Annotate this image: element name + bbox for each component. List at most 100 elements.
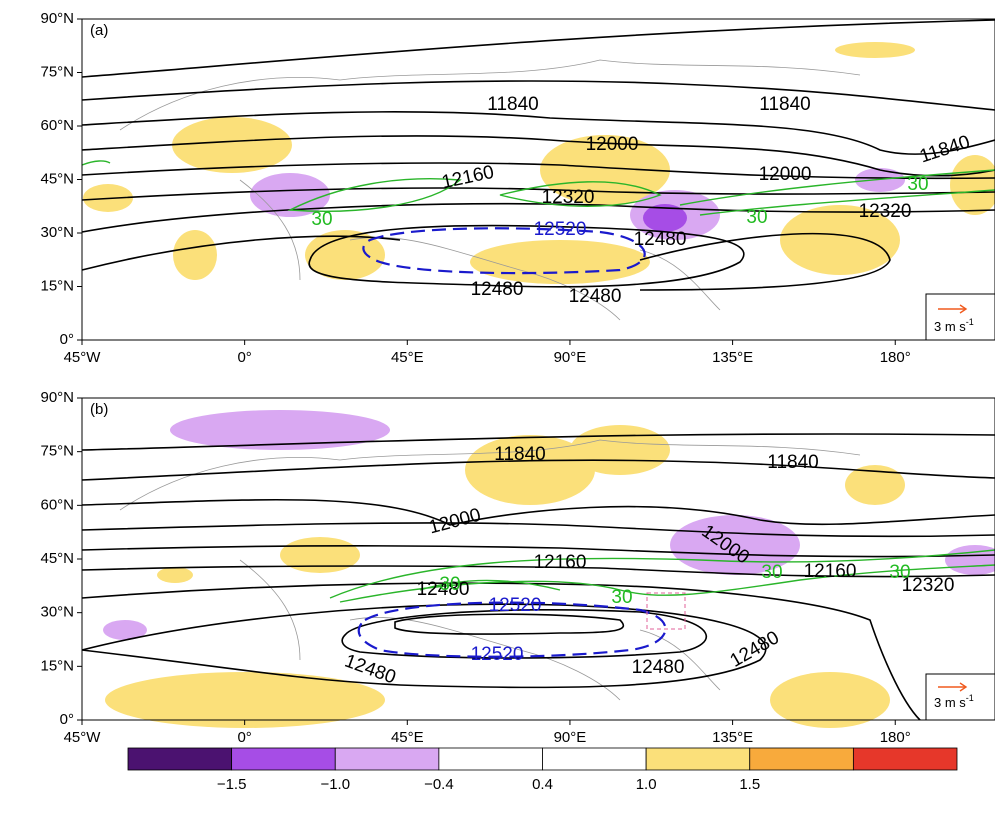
lon-tick-label: 90°E (554, 729, 587, 746)
contour-label: 30 (761, 562, 782, 583)
shading (540, 135, 670, 205)
colorbar-box (749, 747, 854, 771)
lat-tick-label: 60°N (40, 496, 74, 513)
lat-tick-label: 45°N (40, 550, 74, 567)
vector-key-label: 3 m s-1 (934, 317, 974, 334)
contour-label: 30 (611, 587, 632, 608)
contour-line (81, 459, 995, 481)
lon-tick-label: 180° (880, 349, 911, 366)
colorbar-box (334, 747, 440, 771)
lat-tick-label: 15°N (40, 657, 74, 674)
contour-label: 12000 (586, 134, 639, 155)
contour-line (308, 224, 745, 288)
vector-key-label: 3 m s-1 (934, 693, 974, 710)
lat-tick-label: 0° (60, 331, 74, 348)
shading (105, 672, 385, 728)
contour-label: 11840 (487, 94, 538, 115)
coastline (119, 439, 861, 701)
contour-label: 11840 (759, 94, 810, 115)
lon-tick-label: 0° (237, 729, 251, 746)
shading (945, 545, 995, 575)
colorbar-tick-label: −1.5 (217, 776, 247, 793)
lon-tick-label: 45°W (64, 349, 102, 366)
contour-line (81, 603, 767, 689)
coastline (119, 59, 861, 321)
contour-label: 12480 (417, 579, 470, 600)
contour-label: 12520 (534, 219, 587, 240)
contour-line (81, 582, 921, 721)
panel-label: (a) (90, 22, 108, 39)
lon-tick-label: 45°E (391, 729, 424, 746)
vector-key-box (925, 293, 995, 341)
shading (845, 465, 905, 505)
lat-tick-label: 60°N (40, 117, 74, 134)
vector-key-exponent: -1 (966, 317, 974, 327)
contour-line (81, 111, 995, 155)
contour-label: 12000 (759, 164, 812, 185)
shading (470, 240, 650, 284)
contour-label: 30 (746, 207, 767, 228)
contour-label: 11840 (494, 444, 545, 465)
contour-label: 12160 (804, 561, 857, 582)
lat-tick-label: 75°N (40, 443, 74, 460)
contour-label: 12160 (534, 552, 587, 573)
lon-tick-label: 180° (880, 729, 911, 746)
contour-line-30 (329, 549, 995, 603)
vector-key-text: 3 m s (934, 319, 966, 334)
shading (643, 204, 687, 232)
shading (950, 155, 995, 215)
colorbar-tick-label: 1.5 (739, 776, 760, 793)
contour-label: 30 (311, 209, 332, 230)
colorbar-tick-label: 1.0 (636, 776, 657, 793)
contour-label: 30 (889, 562, 910, 583)
contour-line (81, 135, 995, 177)
contour-label: 30 (907, 174, 928, 195)
colorbar-box (645, 747, 751, 771)
contour-label: 12520 (489, 595, 542, 616)
contour-line (81, 19, 995, 78)
lat-tick-label: 90°N (40, 389, 74, 406)
lat-tick-label: 90°N (40, 10, 74, 27)
contour-label: 12320 (902, 575, 955, 596)
contour-line (81, 80, 995, 111)
shading (770, 672, 890, 728)
contour-line (81, 187, 995, 201)
contour-line (81, 433, 995, 451)
colorbar-tick-label: −0.4 (424, 776, 454, 793)
lat-tick-label: 30°N (40, 604, 74, 621)
lat-tick-label: 0° (60, 711, 74, 728)
vector-key-arrow (959, 304, 968, 314)
contour-line (81, 232, 891, 291)
lat-tick-label: 30°N (40, 224, 74, 241)
contour-label: 12520 (471, 644, 524, 665)
panel-a: 11840 11840 11840 12000 12000 12160 1232… (81, 18, 995, 341)
colorbar-box (231, 747, 336, 771)
lon-tick-label: 45°E (391, 349, 424, 366)
shading (172, 117, 292, 173)
shading (280, 537, 360, 573)
shading (170, 410, 390, 450)
vector-key-exponent: -1 (966, 693, 974, 703)
colorbar-box (852, 747, 958, 771)
contour-line (81, 162, 995, 180)
colorbar-tick-label: −1.0 (320, 776, 350, 793)
contour-line (394, 613, 625, 635)
shading (173, 230, 217, 280)
contour-label: 12320 (542, 187, 595, 208)
contour-label: 12480 (471, 279, 524, 300)
contour-label: 12320 (859, 201, 912, 222)
lon-tick-label: 135°E (712, 729, 753, 746)
panel-label: (b) (90, 401, 108, 418)
colorbar-tick-label: 0.4 (532, 776, 553, 793)
contour-line-30 (81, 160, 995, 216)
shading (570, 425, 670, 475)
shading (157, 567, 193, 583)
shading (780, 205, 900, 275)
region-box (646, 592, 686, 630)
lon-tick-label: 90°E (554, 349, 587, 366)
contour-line (81, 522, 995, 538)
contour-line-12520 (362, 227, 646, 275)
colorbar-box (438, 747, 543, 771)
contour-line (81, 202, 995, 233)
